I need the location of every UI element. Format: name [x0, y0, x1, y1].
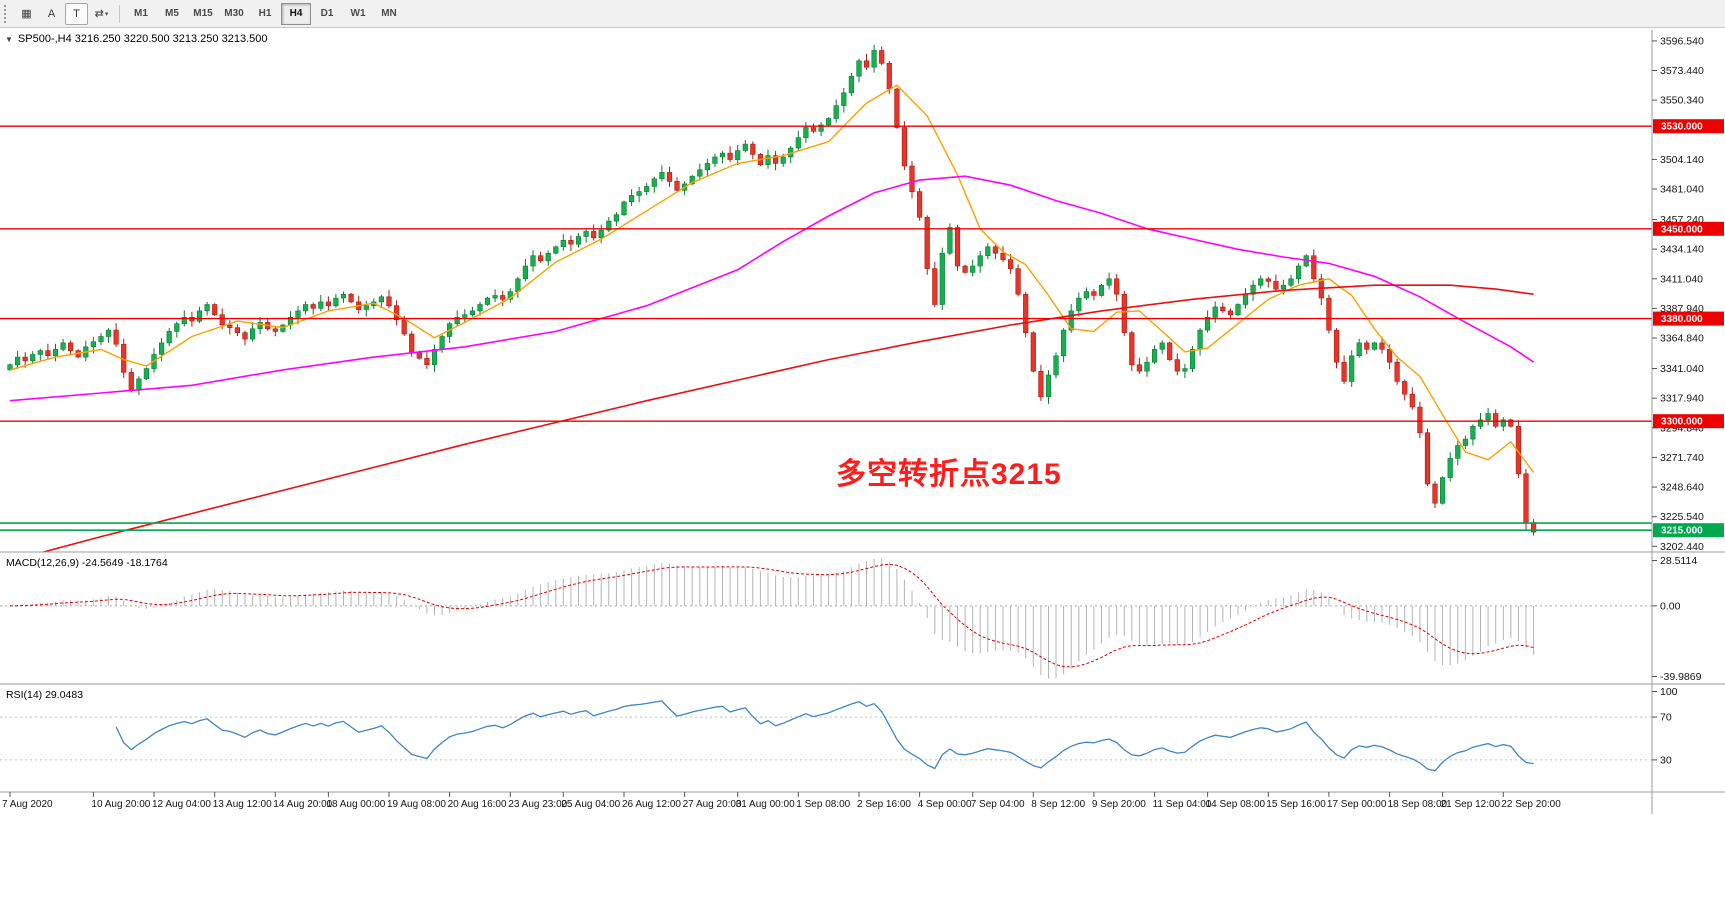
time-axis[interactable]: 7 Aug 2020 10 Aug 20:00 12 Aug 04:00 13 Aug…: [2, 792, 1561, 810]
timeframe-d1[interactable]: D1: [320, 8, 334, 19]
svg-text:18 Sep 08:00: 18 Sep 08:00: [1388, 799, 1448, 810]
svg-text:21 Sep 12:00: 21 Sep 12:00: [1441, 799, 1501, 810]
svg-text:27 Aug 20:00: 27 Aug 20:00: [683, 799, 742, 810]
ma-mid-magenta: [9, 175, 1535, 402]
panel-dividers: [0, 30, 1725, 814]
svg-text:3573.440: 3573.440: [1660, 65, 1704, 77]
svg-text:-39.9869: -39.9869: [1660, 671, 1702, 683]
svg-text:25 Aug 04:00: 25 Aug 04:00: [561, 799, 620, 810]
svg-text:70: 70: [1660, 712, 1672, 724]
ma-slow-red: [40, 284, 1534, 552]
svg-text:3411.040: 3411.040: [1660, 273, 1703, 285]
svg-text:7 Aug 2020: 7 Aug 2020: [2, 799, 53, 810]
svg-text:7 Sep 04:00: 7 Sep 04:00: [971, 799, 1025, 810]
svg-text:31 Aug 00:00: 31 Aug 00:00: [736, 799, 795, 810]
ma-fast-orange: [9, 84, 1535, 473]
svg-text:14 Sep 08:00: 14 Sep 08:00: [1206, 799, 1266, 810]
price-line-tag: 3300.000: [1653, 414, 1724, 429]
toolbar-grip[interactable]: [4, 4, 11, 23]
svg-text:3450.000: 3450.000: [1661, 224, 1703, 235]
price-axis[interactable]: 3596.540 3573.440 3550.340 3504.140 3481.040…: [1652, 35, 1724, 766]
svg-text:3215.000: 3215.000: [1661, 526, 1703, 537]
timeframe-m5[interactable]: M5: [165, 8, 179, 19]
svg-text:11 Sep 04:00: 11 Sep 04:00: [1153, 799, 1212, 810]
svg-text:17 Sep 00:00: 17 Sep 00:00: [1327, 799, 1387, 810]
svg-text:3300.000: 3300.000: [1661, 417, 1703, 428]
svg-text:4 Sep 00:00: 4 Sep 00:00: [918, 799, 972, 810]
svg-text:3225.540: 3225.540: [1660, 511, 1704, 523]
svg-text:22 Sep 20:00: 22 Sep 20:00: [1501, 799, 1561, 810]
svg-text:19 Aug 08:00: 19 Aug 08:00: [387, 799, 446, 810]
timeframe-m15[interactable]: M15: [193, 8, 213, 19]
chart-window-icon[interactable]: ▦: [21, 8, 32, 20]
price-line-tag: 3530.000: [1653, 119, 1724, 134]
macd-signal-line: [9, 563, 1534, 668]
svg-text:28.5114: 28.5114: [1660, 555, 1697, 567]
timeframe-h1[interactable]: H1: [258, 8, 272, 19]
timeframe-m1[interactable]: M1: [134, 8, 148, 19]
svg-text:8 Sep 12:00: 8 Sep 12:00: [1031, 799, 1085, 810]
svg-text:14 Aug 20:00: 14 Aug 20:00: [273, 799, 332, 810]
symbol-ohlc-text: SP500-,H4 3216.250 3220.500 3213.250 321…: [17, 33, 268, 45]
chart-annotation-text[interactable]: 多空转折点3215: [836, 458, 1062, 491]
chart-symbol-header: ▼ SP500-,H4 3216.250 3220.500 3213.250 3…: [5, 33, 267, 45]
svg-text:0.00: 0.00: [1660, 600, 1681, 612]
svg-text:10 Aug 20:00: 10 Aug 20:00: [91, 799, 150, 810]
svg-text:3364.840: 3364.840: [1660, 333, 1704, 345]
toolbar-icons: ▦ A T ⇄ ▾: [15, 2, 113, 25]
svg-text:9 Sep 20:00: 9 Sep 20:00: [1092, 799, 1146, 810]
svg-text:3550.340: 3550.340: [1660, 95, 1704, 107]
svg-text:3530.000: 3530.000: [1661, 122, 1703, 133]
rsi-line: [115, 700, 1534, 772]
svg-text:18 Aug 00:00: 18 Aug 00:00: [326, 799, 385, 810]
macd-panel: [0, 558, 1652, 679]
timeframe-h4[interactable]: H4: [281, 2, 311, 25]
svg-text:3202.440: 3202.440: [1660, 541, 1704, 553]
svg-text:3596.540: 3596.540: [1660, 35, 1704, 47]
svg-text:20 Aug 16:00: 20 Aug 16:00: [448, 799, 507, 810]
timeframe-m30[interactable]: M30: [224, 8, 244, 19]
svg-text:1 Sep 08:00: 1 Sep 08:00: [796, 799, 850, 810]
svg-text:26 Aug 12:00: 26 Aug 12:00: [622, 799, 681, 810]
quote-panel-toggle-icon[interactable]: ▼: [5, 34, 13, 44]
svg-text:2 Sep 16:00: 2 Sep 16:00: [857, 799, 911, 810]
price-line-tag: 3380.000: [1653, 311, 1724, 326]
rsi-indicator-label: RSI(14) 29.0483: [6, 689, 84, 701]
price-line-tag: 3215.000: [1653, 523, 1724, 538]
svg-text:3481.040: 3481.040: [1660, 184, 1704, 196]
svg-text:100: 100: [1660, 686, 1678, 698]
svg-text:3248.640: 3248.640: [1660, 482, 1704, 494]
toolbar: ▦ A T ⇄ ▾ M1 M5 M15 M30 H1 H4 D1 W1 MN: [0, 0, 1725, 28]
svg-text:3380.000: 3380.000: [1661, 314, 1703, 325]
cycle-symbols-icon[interactable]: ⇄ ▾: [94, 8, 109, 20]
text-tool-icon[interactable]: T: [65, 2, 88, 25]
timeframe-w1[interactable]: W1: [350, 8, 366, 19]
price-line-tag: 3450.000: [1653, 221, 1724, 236]
svg-text:12 Aug 04:00: 12 Aug 04:00: [152, 799, 211, 810]
rsi-panel: [0, 700, 1652, 772]
svg-text:3271.740: 3271.740: [1660, 452, 1704, 464]
svg-text:3434.140: 3434.140: [1660, 244, 1704, 256]
svg-text:13 Aug 12:00: 13 Aug 12:00: [213, 799, 272, 810]
cursor-tool-icon[interactable]: A: [47, 7, 56, 20]
svg-text:3341.040: 3341.040: [1660, 363, 1704, 375]
timeframe-mn[interactable]: MN: [381, 8, 397, 19]
moving-averages-layer: [9, 84, 1535, 552]
toolbar-separator: [119, 4, 120, 23]
svg-text:3504.140: 3504.140: [1660, 154, 1704, 166]
svg-text:3317.940: 3317.940: [1660, 393, 1704, 405]
svg-text:23 Aug 23:00: 23 Aug 23:00: [508, 799, 567, 810]
candles-layer: [7, 45, 1537, 536]
macd-indicator-label: MACD(12,26,9) -24.5649 -18.1764: [6, 557, 168, 569]
horizontal-lines-layer[interactable]: [0, 125, 1652, 532]
svg-text:15 Sep 16:00: 15 Sep 16:00: [1266, 799, 1326, 810]
svg-text:30: 30: [1660, 754, 1672, 766]
timeframe-group: M1 M5 M15 M30 H1 H4 D1 W1 MN: [126, 2, 404, 25]
